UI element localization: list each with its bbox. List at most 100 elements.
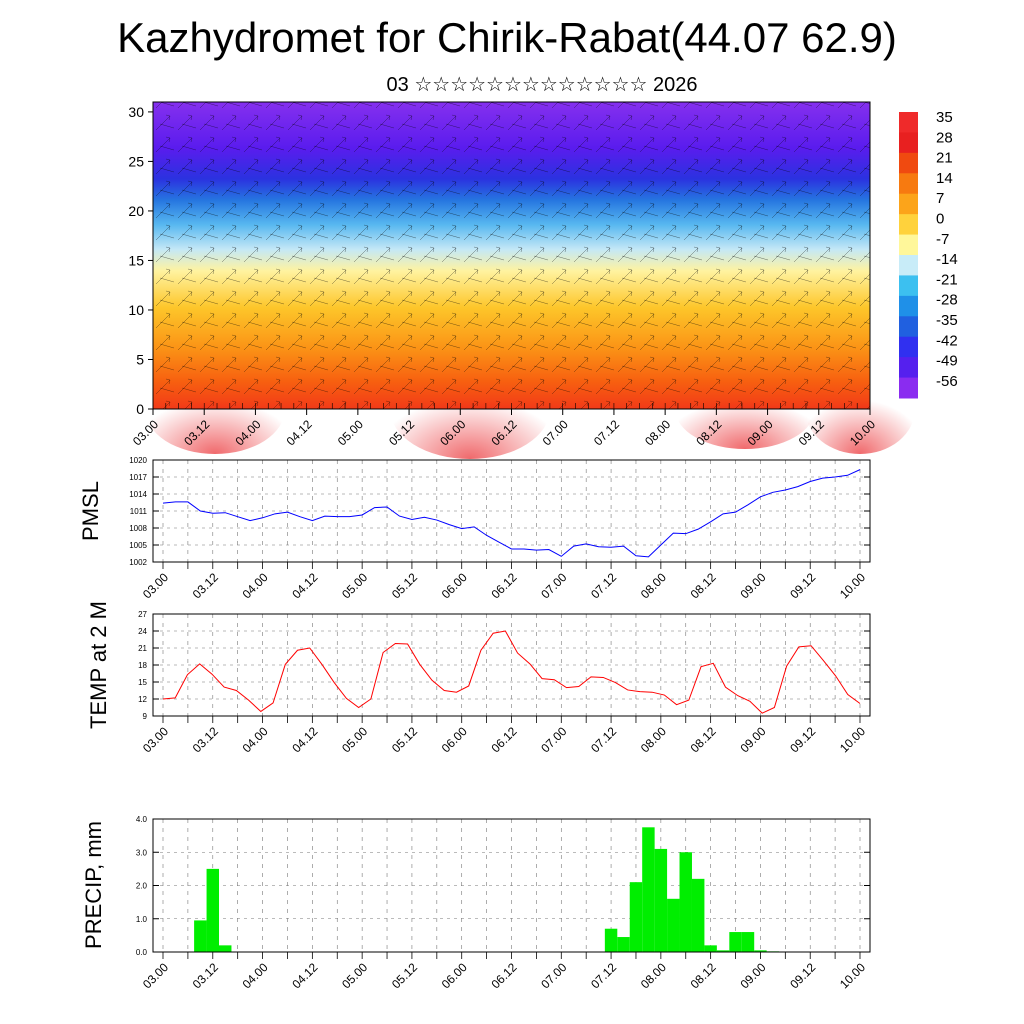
y-tick-label: 1020 (129, 456, 147, 465)
x-tick-label: 03.00 (140, 960, 171, 991)
y-tick-label: 21 (138, 644, 147, 653)
heatmap-y-tick-label: 25 (128, 153, 144, 169)
x-tick-label: 03.00 (140, 570, 171, 601)
colorbar-label: 0 (936, 211, 944, 228)
heatmap-y-tick-label: 15 (128, 252, 144, 268)
colorbar-swatch (899, 255, 918, 276)
colorbar-label: -21 (936, 271, 958, 288)
colorbar-label: -42 (936, 332, 958, 349)
x-tick-label: 05.00 (339, 570, 370, 601)
temp-axes: 9 12 15 18 21 24 27 03.00 03.12 04.00 04.12 05.00 05… (138, 610, 870, 755)
colorbar-swatch (899, 173, 918, 195)
x-tick-label: 10.00 (837, 724, 868, 755)
x-tick-label: 06.00 (439, 960, 470, 991)
y-tick-label: 1005 (129, 541, 147, 550)
x-tick-label: 09.12 (787, 724, 818, 755)
heatmap-y-tick-label: 10 (128, 302, 144, 318)
precip-bar (617, 937, 630, 952)
x-tick-label: 08.12 (688, 570, 719, 601)
y-tick-label: 12 (138, 695, 147, 704)
precip-bar (642, 827, 655, 952)
precip-bar (679, 852, 692, 952)
x-tick-label: 10.00 (837, 960, 868, 991)
precip-bar (654, 848, 668, 952)
precip-bar (194, 920, 207, 952)
x-tick-label: 06.00 (439, 570, 470, 601)
x-tick-label: 03.00 (140, 724, 171, 755)
x-tick-label: 09.12 (787, 960, 818, 991)
x-tick-label: 08.12 (688, 724, 719, 755)
colorbar-swatch (899, 295, 918, 317)
precip-bar (629, 882, 643, 952)
y-tick-label: 1002 (129, 558, 147, 567)
x-tick-label: 04.00 (240, 724, 271, 755)
heatmap-y-axis: 0 5 10 15 20 25 30 (128, 104, 153, 417)
x-tick-label: 07.12 (588, 960, 619, 991)
precip-bar (691, 878, 705, 952)
y-tick-label: 24 (138, 627, 147, 636)
colorbar-label: -28 (936, 292, 958, 309)
x-tick-label: 09.00 (737, 960, 768, 991)
precip-bar (604, 928, 618, 952)
x-tick-label: 09.00 (737, 724, 768, 755)
heatmap-x-tick-label: 07.12 (591, 417, 622, 448)
precip-bar (219, 945, 232, 952)
page-subtitle: 03 ☆☆☆☆☆☆☆☆☆☆☆☆☆ 2026 (386, 74, 698, 96)
temp-series (162, 630, 861, 714)
colorbar-label: 21 (936, 150, 953, 167)
y-tick-label: 1008 (129, 524, 147, 533)
colorbar-swatch (899, 234, 918, 256)
x-tick-label: 07.00 (538, 570, 569, 601)
colorbar: 35 28 21 14 7 0 -7 -14 -21 -28 -35 -42 -49 -56 (899, 109, 958, 399)
precip-bar (704, 945, 717, 952)
precip-bar (754, 950, 767, 952)
colorbar-swatch (899, 214, 918, 236)
temp-grid (153, 613, 870, 717)
y-tick-label: 4.0 (136, 815, 148, 824)
colorbar-swatch (899, 377, 918, 399)
x-tick-label: 10.00 (837, 570, 868, 601)
x-tick-label: 07.12 (588, 724, 619, 755)
colorbar-label: 28 (936, 129, 953, 146)
colorbar-swatch (899, 112, 918, 133)
x-tick-label: 05.12 (389, 724, 420, 755)
page-title: Kazhydromet for Chirik-Rabat(44.07 62.9) (117, 14, 897, 61)
y-tick-label: 0.0 (136, 948, 148, 957)
colorbar-label: -7 (936, 231, 949, 248)
x-tick-label: 03.12 (190, 960, 221, 991)
heatmap-y-tick-label: 20 (128, 203, 144, 219)
temp-panel: TEMP at 2 M 9 12 15 18 21 24 27 03.00 03.12 04.00… (86, 601, 871, 755)
y-tick-label: 1014 (129, 490, 147, 499)
x-tick-label: 04.12 (289, 960, 320, 991)
colorbar-label: -49 (936, 353, 958, 370)
heatmap-y-tick-label: 30 (128, 104, 144, 120)
pmsl-grid (153, 459, 870, 563)
x-tick-label: 06.00 (439, 724, 470, 755)
colorbar-label: 35 (936, 109, 953, 126)
y-tick-label: 3.0 (136, 848, 148, 857)
precip-bar (741, 932, 755, 952)
x-tick-label: 04.00 (240, 570, 271, 601)
colorbar-swatch (899, 193, 918, 215)
precip-axes: 0.0 1.0 2.0 3.0 4.0 03.00 03.12 04.00 04.12 05.00… (136, 815, 870, 991)
precip-bar (729, 932, 742, 952)
y-tick-label: 1011 (130, 507, 148, 516)
y-tick-label: 1.0 (136, 915, 148, 924)
heatmap-y-tick-label: 0 (136, 401, 144, 417)
precip-ylabel: PRECIP, mm (81, 821, 106, 949)
x-tick-label: 05.00 (339, 724, 370, 755)
pmsl-series (162, 469, 861, 558)
pmsl-ylabel: PMSL (78, 481, 103, 541)
x-tick-label: 07.12 (588, 570, 619, 601)
y-tick-label: 27 (138, 610, 147, 619)
colorbar-label: -35 (936, 312, 958, 329)
precip-bar (716, 950, 730, 952)
colorbar-label: 14 (936, 170, 953, 187)
precip-panel: PRECIP, mm 0.0 1.0 2.0 3.0 4.0 03.00 03.12 04.0… (81, 815, 871, 991)
x-tick-label: 06.12 (488, 570, 519, 601)
x-tick-label: 04.12 (289, 724, 320, 755)
precip-grid (153, 818, 870, 953)
x-tick-label: 05.12 (389, 570, 420, 601)
